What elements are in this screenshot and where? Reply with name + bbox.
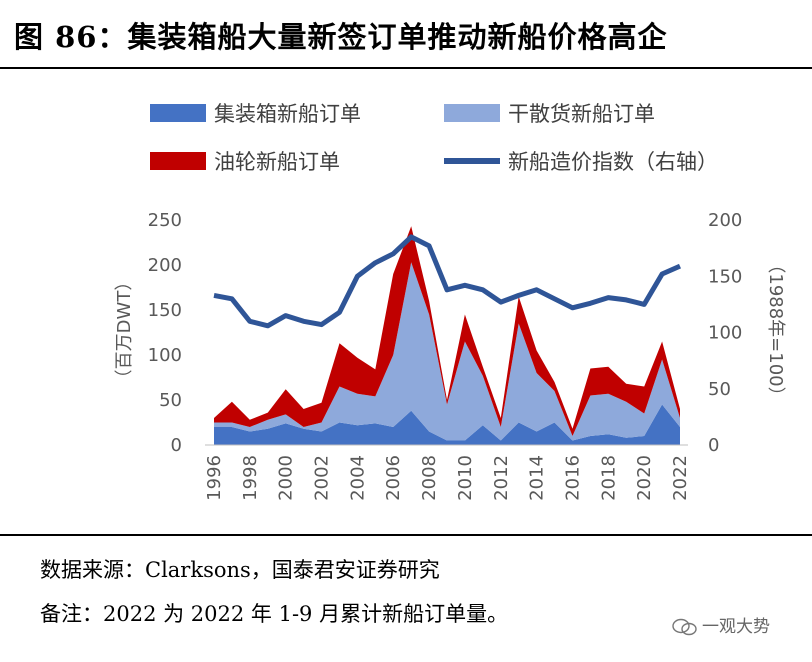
remark-note: 备注：2022 为 2022 年 1-9 月累计新船订单量。	[40, 602, 509, 626]
x-tick-label: 2000	[276, 455, 297, 501]
area-bulk-orders	[214, 262, 680, 441]
y-right-tick-label: 200	[708, 210, 742, 231]
stacked-areas	[214, 226, 680, 445]
top-rule	[0, 67, 812, 69]
x-tick-label: 2010	[455, 455, 476, 501]
chart: 集装箱新船订单 干散货新船订单 油轮新船订单 新船造价指数（右轴） 0 50 100…	[114, 102, 786, 501]
x-tick-label: 2018	[598, 455, 619, 501]
legend-label-tanker: 油轮新船订单	[214, 150, 340, 174]
y-left-tick-label: 200	[148, 255, 182, 276]
x-tick-label: 2012	[491, 455, 512, 501]
x-tick-label: 2016	[563, 455, 584, 501]
y-axis-right-label: （1988年=100）	[765, 255, 786, 404]
legend-label-bulk: 干散货新船订单	[508, 102, 655, 126]
watermark-text: 一观大势	[702, 617, 770, 637]
y-right-tick-label: 0	[708, 435, 719, 456]
area-tanker-orders	[214, 226, 680, 436]
watermark: 一观大势	[672, 612, 770, 637]
y-left-tick-label: 150	[148, 300, 182, 321]
legend-swatch-bulk	[444, 104, 500, 122]
x-tick-label: 1996	[204, 455, 225, 501]
source-note: 数据来源：Clarksons，国泰君安证券研究	[40, 558, 440, 582]
x-tick-label: 2004	[347, 455, 368, 501]
y-left-tick-label: 0	[171, 435, 182, 456]
y-right-tick-label: 100	[708, 323, 742, 344]
area-container-orders	[214, 404, 680, 445]
y-left-tick-label: 100	[148, 345, 182, 366]
y-axis-left-ticks: 0 50 100 150 200 250	[148, 210, 182, 456]
figure-title: 图 86：集装箱船大量新签订单推动新船价格高企	[14, 20, 668, 54]
legend: 集装箱新船订单 干散货新船订单 油轮新船订单 新船造价指数（右轴）	[150, 102, 718, 174]
y-left-tick-label: 50	[159, 390, 182, 411]
x-tick-label: 2002	[312, 455, 333, 501]
y-right-tick-label: 150	[708, 266, 742, 287]
y-right-tick-label: 50	[708, 379, 731, 400]
index-line-layer	[213, 234, 682, 329]
legend-label-container: 集装箱新船订单	[214, 102, 361, 126]
y-axis-right-ticks: 0 50 100 150 200	[708, 210, 742, 456]
bottom-rule	[0, 534, 812, 536]
legend-label-index: 新船造价指数（右轴）	[508, 150, 718, 174]
legend-swatch-tanker	[150, 152, 206, 170]
x-axis-ticks: 1996 1998 2000 2002 2004 2006 2008 2010 2012 2014…	[204, 455, 691, 501]
x-tick-label: 1998	[240, 455, 261, 501]
x-tick-label: 2008	[419, 455, 440, 501]
index-line	[213, 234, 682, 329]
x-tick-label: 2006	[383, 455, 404, 501]
legend-swatch-container	[150, 104, 206, 122]
x-tick-label: 2014	[527, 455, 548, 501]
x-tick-label: 2022	[670, 455, 691, 501]
wechat-icon	[672, 618, 697, 636]
y-axis-left-label: （百万DWT）	[114, 273, 135, 388]
x-tick-label: 2020	[634, 455, 655, 501]
y-left-tick-label: 250	[148, 210, 182, 231]
